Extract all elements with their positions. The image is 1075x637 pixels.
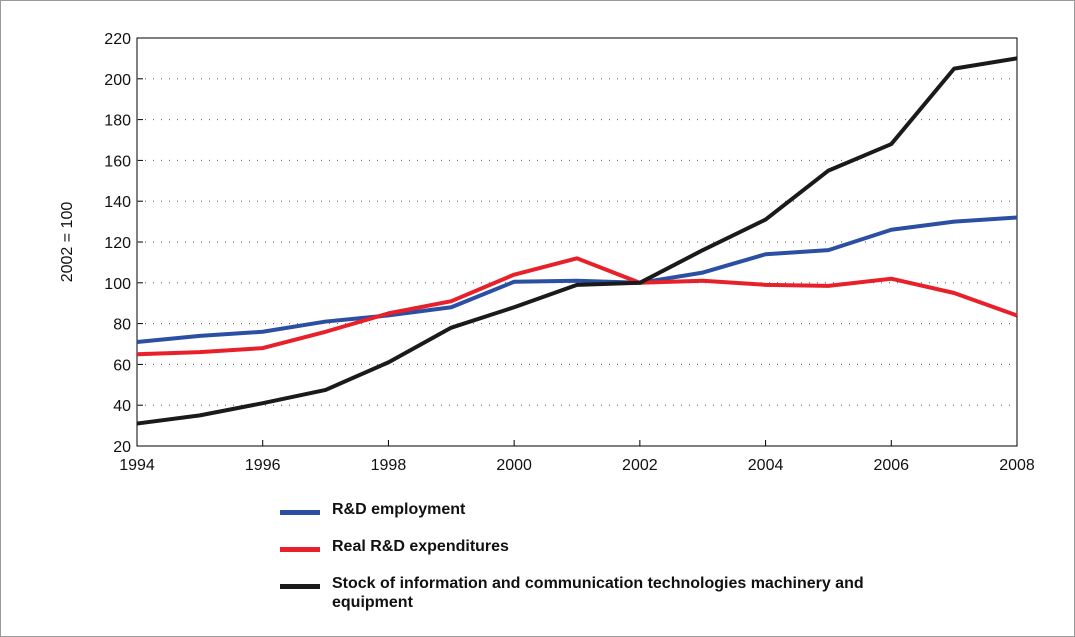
series-line [136,215,1018,344]
series-line [136,256,1018,357]
y-tick-label: 20 [113,439,131,456]
legend-swatch [280,547,320,552]
y-tick-label: 120 [104,235,131,252]
legend-label: R&D employment [332,501,466,518]
y-tick-label: 60 [113,357,131,374]
legend-item: R&D employment [280,500,920,519]
x-tick-label: 1996 [245,457,281,474]
series-line [136,56,1018,426]
legend: R&D employment Real R&D expenditures Stock… [280,500,920,630]
x-tick-label: 1994 [119,457,155,474]
x-tick-label: 2000 [496,457,532,474]
y-tick-label: 180 [104,113,131,130]
x-tick-label: 2008 [999,457,1035,474]
legend-label: Real R&D expenditures [332,538,509,555]
x-tick-label: 1998 [371,457,407,474]
y-tick-label: 160 [104,153,131,170]
legend-swatch [280,510,320,515]
legend-item: Stock of information and communication t… [280,574,920,612]
legend-swatch [280,584,320,589]
y-tick-label: 200 [104,72,131,89]
legend-label: Stock of information and communication t… [332,575,864,611]
y-tick-label: 80 [113,317,131,334]
legend-item: Real R&D expenditures [280,537,920,556]
x-tick-label: 2002 [622,457,658,474]
y-tick-label: 100 [104,276,131,293]
y-axis-label: 2002 = 100 [59,202,76,283]
x-tick-label: 2004 [748,457,784,474]
y-tick-label: 140 [104,194,131,211]
y-tick-label: 220 [104,31,131,48]
x-tick-label: 2006 [873,457,909,474]
y-tick-label: 40 [113,398,131,415]
